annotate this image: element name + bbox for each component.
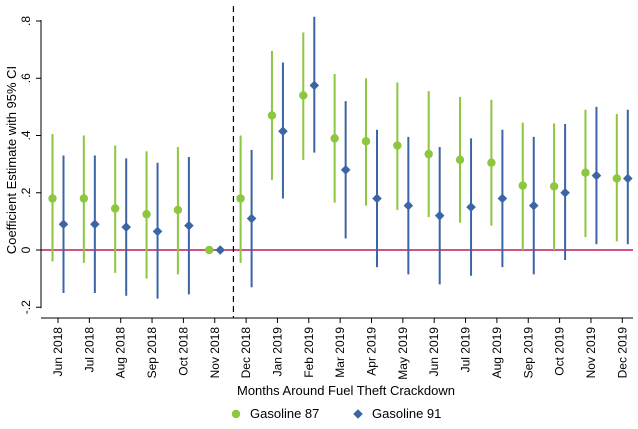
gasoline-91-point [434, 210, 445, 221]
gasoline-87-point [111, 204, 120, 213]
gasoline-87-point [205, 245, 214, 255]
gasoline-91-point [497, 193, 508, 204]
gasoline-87-point [393, 141, 402, 150]
gasoline-91-point [121, 222, 131, 232]
gasoline-87-point [487, 158, 496, 167]
gasoline-87-point [612, 174, 621, 183]
gasoline-91-point [152, 226, 163, 237]
gasoline-87-point [48, 194, 57, 203]
x-tick-label: Oct 2018 [176, 327, 190, 376]
gasoline-87-point [299, 91, 308, 100]
gasoline-87-point [581, 168, 590, 177]
gasoline-91-point [528, 200, 539, 211]
gasoline-87-point [236, 194, 245, 203]
gasoline-87-point [424, 149, 433, 159]
legend-marker-gasoline-87 [231, 409, 241, 419]
gasoline-91-point [403, 200, 414, 211]
gasoline-87-point [79, 194, 89, 203]
x-tick-label: Jun 2019 [427, 327, 441, 377]
x-tick-label: Aug 2018 [114, 327, 128, 379]
gasoline-91-point [372, 193, 382, 204]
gasoline-91-point [623, 173, 633, 184]
x-tick-label: Jul 2018 [82, 327, 96, 373]
gasoline-91-point [560, 187, 570, 198]
x-tick-label: Nov 2018 [208, 327, 222, 379]
y-tick-label: -.2 [19, 300, 33, 314]
y-tick-label: .6 [19, 73, 33, 83]
gasoline-87-point [455, 155, 465, 165]
gasoline-91-point [215, 245, 226, 255]
x-tick-label: May 2019 [396, 327, 410, 380]
x-tick-label: Aug 2019 [490, 327, 504, 379]
x-tick-label: Jan 2019 [270, 327, 284, 377]
legend-marker-gasoline-91 [353, 409, 363, 419]
x-tick-label: Apr 2019 [365, 327, 379, 376]
gasoline-91-point [340, 165, 351, 175]
gasoline-87-point [361, 137, 371, 146]
x-tick-label: Dec 2018 [239, 327, 253, 379]
x-tick-label: Mar 2019 [333, 327, 347, 378]
reference-lines [41, 6, 633, 318]
gasoline-87-point [549, 182, 559, 191]
x-tick-label: Feb 2019 [302, 327, 316, 378]
gasoline-87-point [267, 111, 277, 120]
gasoline-91-point [278, 126, 288, 137]
legend-label-gasoline-87: Gasoline 87 [250, 406, 319, 421]
gasoline-91-point [246, 213, 257, 224]
gasoline-87-point [173, 205, 183, 215]
gasoline-91-point [184, 220, 194, 231]
x-tick-label: Dec 2019 [615, 327, 629, 379]
y-axis-title: Coefficient Estimate with 95% CI [4, 66, 19, 254]
x-tick-label: Nov 2019 [584, 327, 598, 379]
legend-label-gasoline-91: Gasoline 91 [372, 406, 441, 421]
x-tick-label: Sep 2019 [521, 327, 535, 379]
gasoline-87-point [330, 134, 339, 143]
gasoline-91-point [90, 219, 100, 230]
x-tick-label: Jul 2019 [459, 327, 473, 373]
x-axis-title: Months Around Fuel Theft Crackdown [237, 383, 455, 398]
x-tick-label: Sep 2018 [145, 327, 159, 379]
gasoline-91-point [591, 170, 602, 181]
x-tick-label: Oct 2019 [553, 327, 567, 376]
gasoline-91-point [466, 202, 476, 212]
y-tick-label: 0 [19, 246, 33, 253]
gasoline-87-point [142, 210, 151, 219]
legend: Gasoline 87 Gasoline 91 [231, 406, 441, 421]
gasoline-87-point [518, 181, 527, 190]
x-tick-label: Jun 2018 [51, 327, 65, 377]
gasoline-91-point [58, 219, 69, 230]
axes: -.2 0 .2 .4 .6 .8 Jun 2018 Jul 2018 Aug 2018 Sep … [19, 16, 633, 380]
y-tick-label: .2 [19, 187, 33, 197]
series-layer [48, 16, 633, 299]
gasoline-91-point [309, 80, 320, 91]
y-tick-label: .4 [19, 130, 33, 140]
y-tick-label: .8 [19, 16, 33, 26]
